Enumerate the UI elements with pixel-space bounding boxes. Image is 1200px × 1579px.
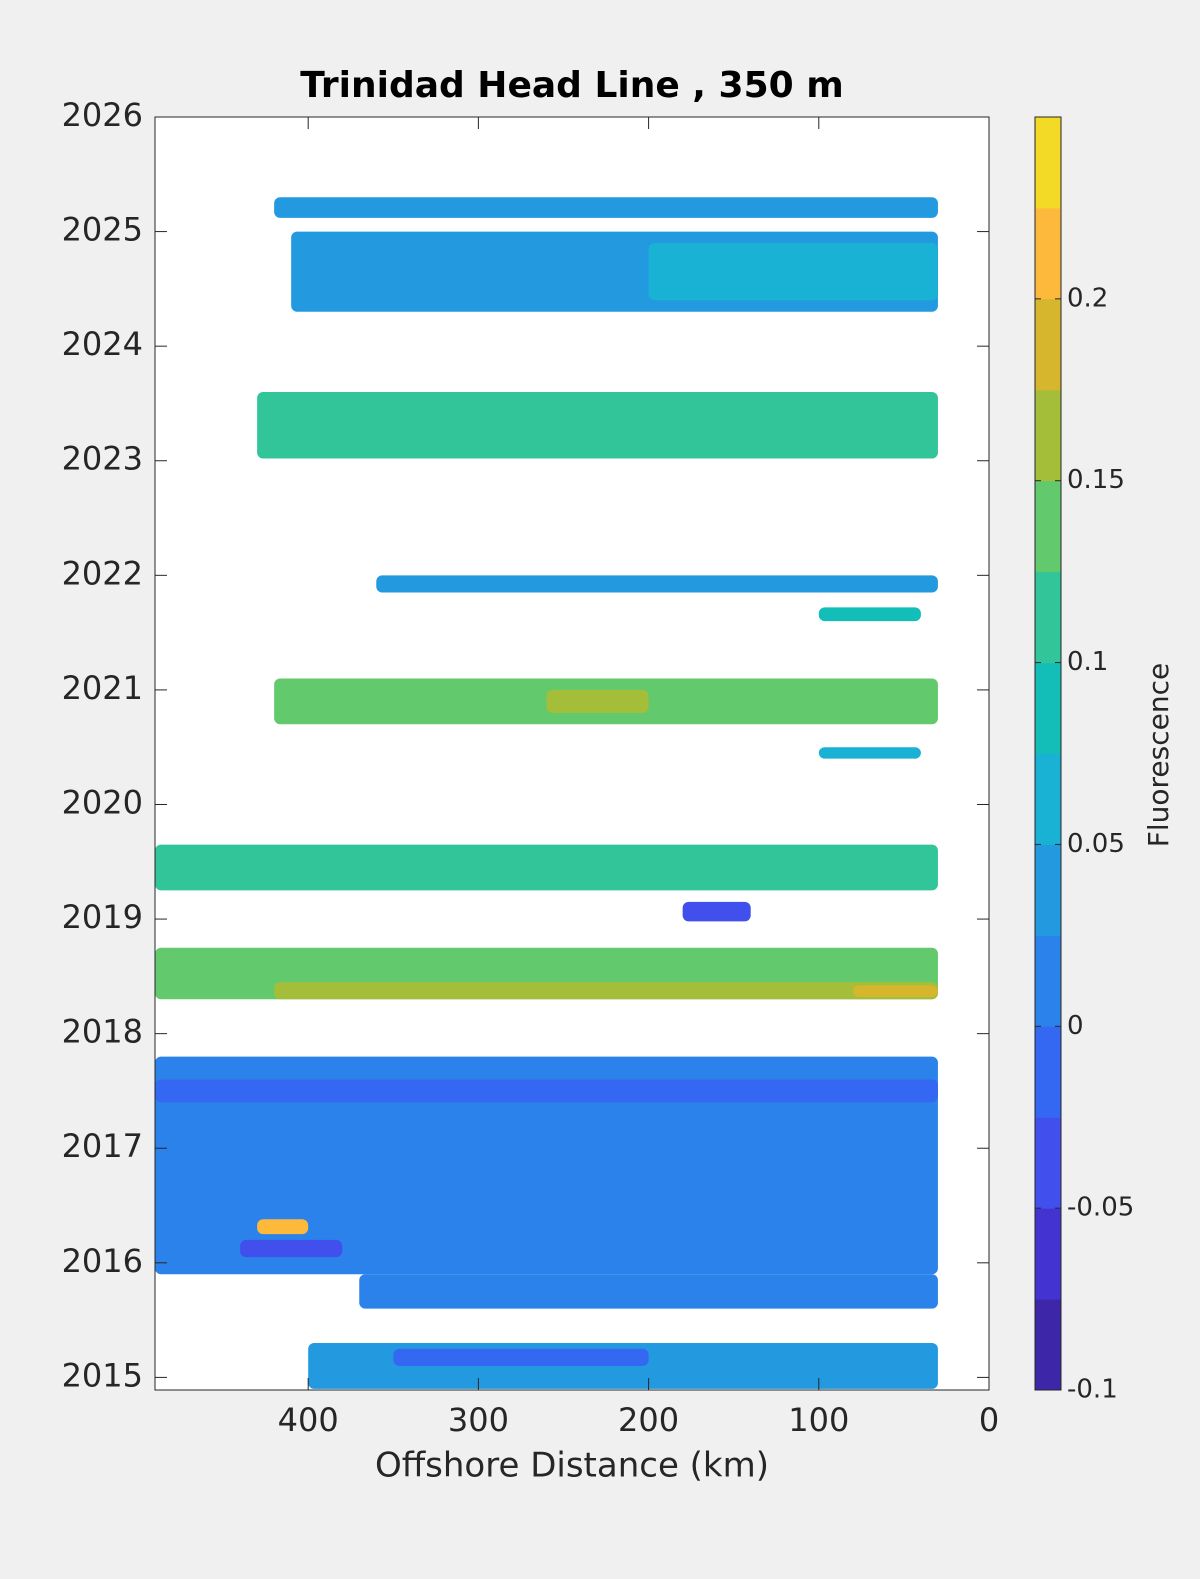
colorbar-band (1035, 1299, 1061, 1391)
colorbar-tick-label: 0.05 (1067, 829, 1125, 859)
colorbar-tick-label: -0.1 (1067, 1375, 1118, 1405)
contour-region (818, 607, 921, 622)
contour-region (359, 1274, 938, 1309)
y-tick-label: 2016 (62, 1242, 143, 1280)
y-tick-label: 2025 (62, 211, 143, 249)
contour-region (257, 1219, 309, 1235)
colorbar-tick-label: -0.05 (1067, 1193, 1134, 1223)
x-tick-label: 100 (788, 1401, 849, 1439)
y-tick-label: 2022 (62, 554, 143, 592)
contour-region (240, 1239, 343, 1258)
y-tick-label: 2026 (62, 96, 143, 134)
contour-region (852, 985, 938, 997)
colorbar-band (1035, 571, 1061, 664)
colorbar-band (1035, 1208, 1061, 1300)
colorbar-band (1035, 753, 1061, 845)
chart-title: Trinidad Head Line , 350 m (300, 65, 843, 106)
colorbar-band (1035, 1026, 1061, 1118)
colorbar-label: Fluorescence (1142, 663, 1175, 847)
colorbar-tick-label: 0.1 (1067, 647, 1108, 677)
plot-frame (154, 116, 990, 1391)
colorbar-band (1035, 298, 1061, 391)
x-tick-label: 200 (618, 1401, 679, 1439)
colorbar-tick-label: 0.2 (1067, 283, 1108, 313)
colorbar-band (1035, 844, 1061, 936)
y-tick-label: 2024 (62, 325, 143, 363)
colorbar-tick-label: 0.15 (1067, 465, 1125, 495)
y-tick-label: 2019 (62, 898, 143, 936)
x-tick-label: 0 (979, 1401, 999, 1439)
contour-region (155, 1079, 938, 1103)
contour-region (274, 197, 938, 218)
colorbar-band (1035, 480, 1061, 573)
contour-region (155, 844, 938, 891)
colorbar-tick-label: 0 (1067, 1011, 1084, 1041)
y-tick-label: 2015 (62, 1356, 143, 1394)
contour-region (682, 901, 751, 922)
contour-region (546, 689, 649, 713)
y-tick-label: 2021 (62, 669, 143, 707)
colorbar-band (1035, 117, 1061, 209)
x-tick-label: 300 (448, 1401, 509, 1439)
contour-region (648, 243, 938, 301)
y-tick-label: 2017 (62, 1127, 143, 1165)
y-tick-label: 2023 (62, 440, 143, 478)
colorbar-band (1035, 389, 1061, 482)
colorbar-band (1035, 207, 1061, 300)
colorbar-band (1035, 1117, 1061, 1209)
contour-region (376, 575, 938, 593)
colorbar-frame (1034, 116, 1062, 1391)
x-axis-label: Offshore Distance (km) (375, 1446, 769, 1486)
contour-region (274, 982, 938, 1000)
contour-region (155, 1056, 938, 1275)
y-tick-label: 2020 (62, 783, 143, 821)
contour-region (818, 747, 921, 759)
y-tick-label: 2018 (62, 1013, 143, 1051)
x-tick-label: 400 (278, 1401, 339, 1439)
contour-region (393, 1348, 649, 1366)
colorbar-band (1035, 662, 1061, 754)
colorbar-band (1035, 935, 1061, 1027)
contour-region (257, 391, 938, 459)
field (155, 197, 938, 1389)
